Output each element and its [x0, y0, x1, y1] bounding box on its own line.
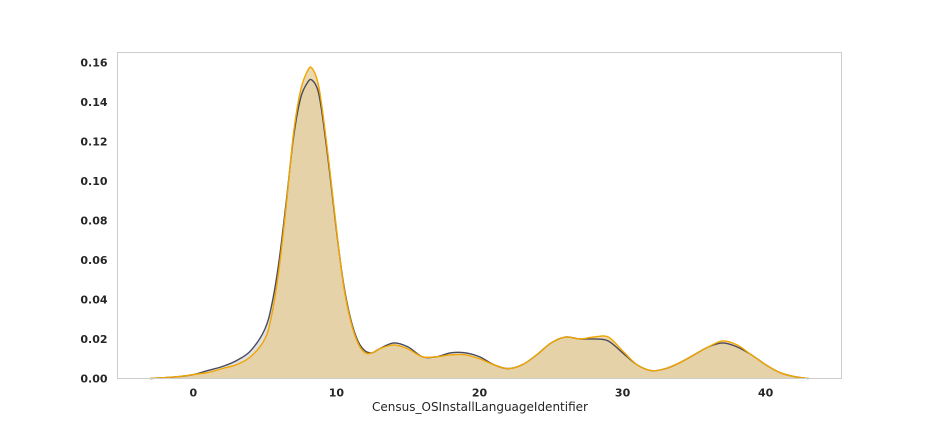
x-axis: 0 10 20 30 40: [190, 387, 774, 400]
x-tick-label: 0: [190, 387, 198, 400]
series-2-area: [150, 67, 809, 379]
plot-area: [150, 66, 809, 380]
y-tick-label: 0.10: [80, 175, 107, 188]
y-tick-label: 0.06: [80, 254, 107, 267]
series-1-line: [150, 78, 809, 380]
x-tick-label: 20: [472, 387, 488, 400]
y-axis: 0.00 0.02 0.04 0.06 0.08 0.10 0.12 0.14 0.16: [80, 56, 107, 385]
x-tick-label: 10: [329, 387, 345, 400]
y-tick-label: 0.16: [80, 56, 107, 69]
y-tick-label: 0.12: [80, 135, 107, 148]
x-tick-label: 40: [758, 387, 774, 400]
y-tick-label: 0.08: [80, 214, 107, 227]
series-1-area: [150, 79, 809, 379]
y-tick-label: 0.00: [80, 373, 107, 386]
series-2-line: [150, 66, 809, 380]
plot-frame: [117, 52, 842, 379]
y-tick-label: 0.14: [80, 96, 107, 109]
x-axis-label: Census_OSInstallLanguageIdentifier: [372, 400, 588, 414]
y-tick-label: 0.02: [80, 333, 107, 346]
y-tick-label: 0.04: [80, 293, 107, 306]
x-tick-label: 30: [615, 387, 631, 400]
